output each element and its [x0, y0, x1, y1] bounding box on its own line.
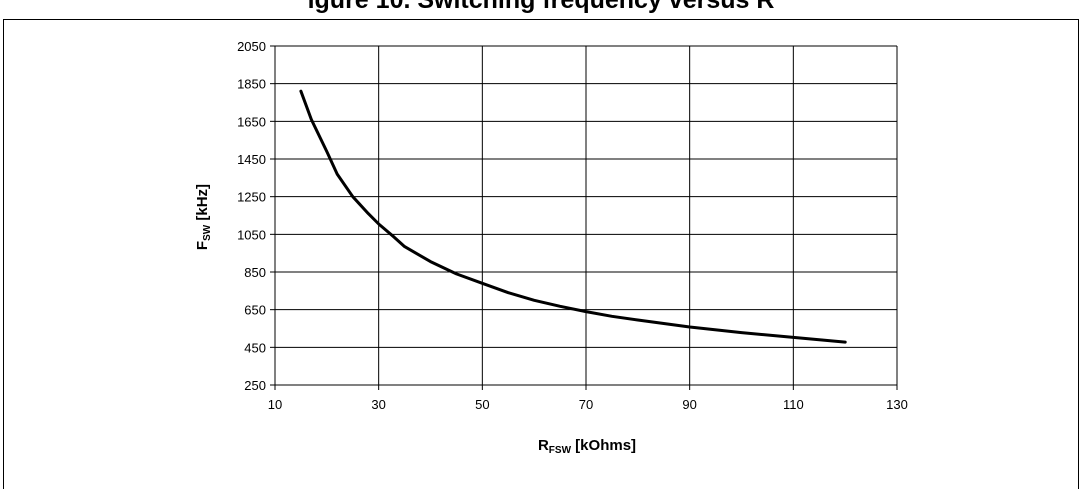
y-tick-label: 1850	[237, 77, 266, 92]
y-axis-label-sub: SW	[202, 224, 213, 241]
grid	[270, 45, 898, 390]
figure-frame	[3, 19, 1079, 489]
y-axis-label: FSW [kHz]	[194, 184, 213, 250]
y-tick-label: 850	[244, 265, 266, 280]
y-axis-label-rest: [kHz]	[194, 184, 211, 225]
series-line	[299, 89, 847, 344]
y-axis-label-main: F	[194, 241, 211, 250]
y-tick-label: 650	[244, 303, 266, 318]
x-tick-label: 130	[886, 397, 908, 412]
x-axis-label-main: R	[538, 437, 549, 454]
x-axis-label-rest: [kOhms]	[571, 437, 636, 454]
y-tick-label: 2050	[237, 39, 266, 54]
x-tick-label: 50	[475, 397, 489, 412]
x-tick-label: 30	[371, 397, 385, 412]
y-tick-label: 250	[244, 378, 266, 393]
x-tick-label: 110	[783, 397, 804, 412]
figure-caption: igure 10. Switching frequency versus R	[307, 0, 775, 14]
x-tick-label: 10	[268, 397, 282, 412]
y-tick-label: 1250	[237, 190, 266, 205]
x-axis-label: RFSW [kOhms]	[538, 437, 636, 456]
y-tick-label: 1050	[237, 227, 266, 242]
y-tick-label: 1450	[237, 152, 266, 167]
y-tick-label: 1650	[237, 114, 266, 129]
x-axis-label-sub: FSW	[549, 445, 572, 456]
x-tick-label: 90	[682, 397, 696, 412]
y-tick-label: 450	[244, 340, 266, 355]
x-tick-label: 70	[579, 397, 593, 412]
tick-labels: 250 450 650 850 1050 1250 1450 1650 1850 2050 10 30…	[237, 39, 908, 412]
